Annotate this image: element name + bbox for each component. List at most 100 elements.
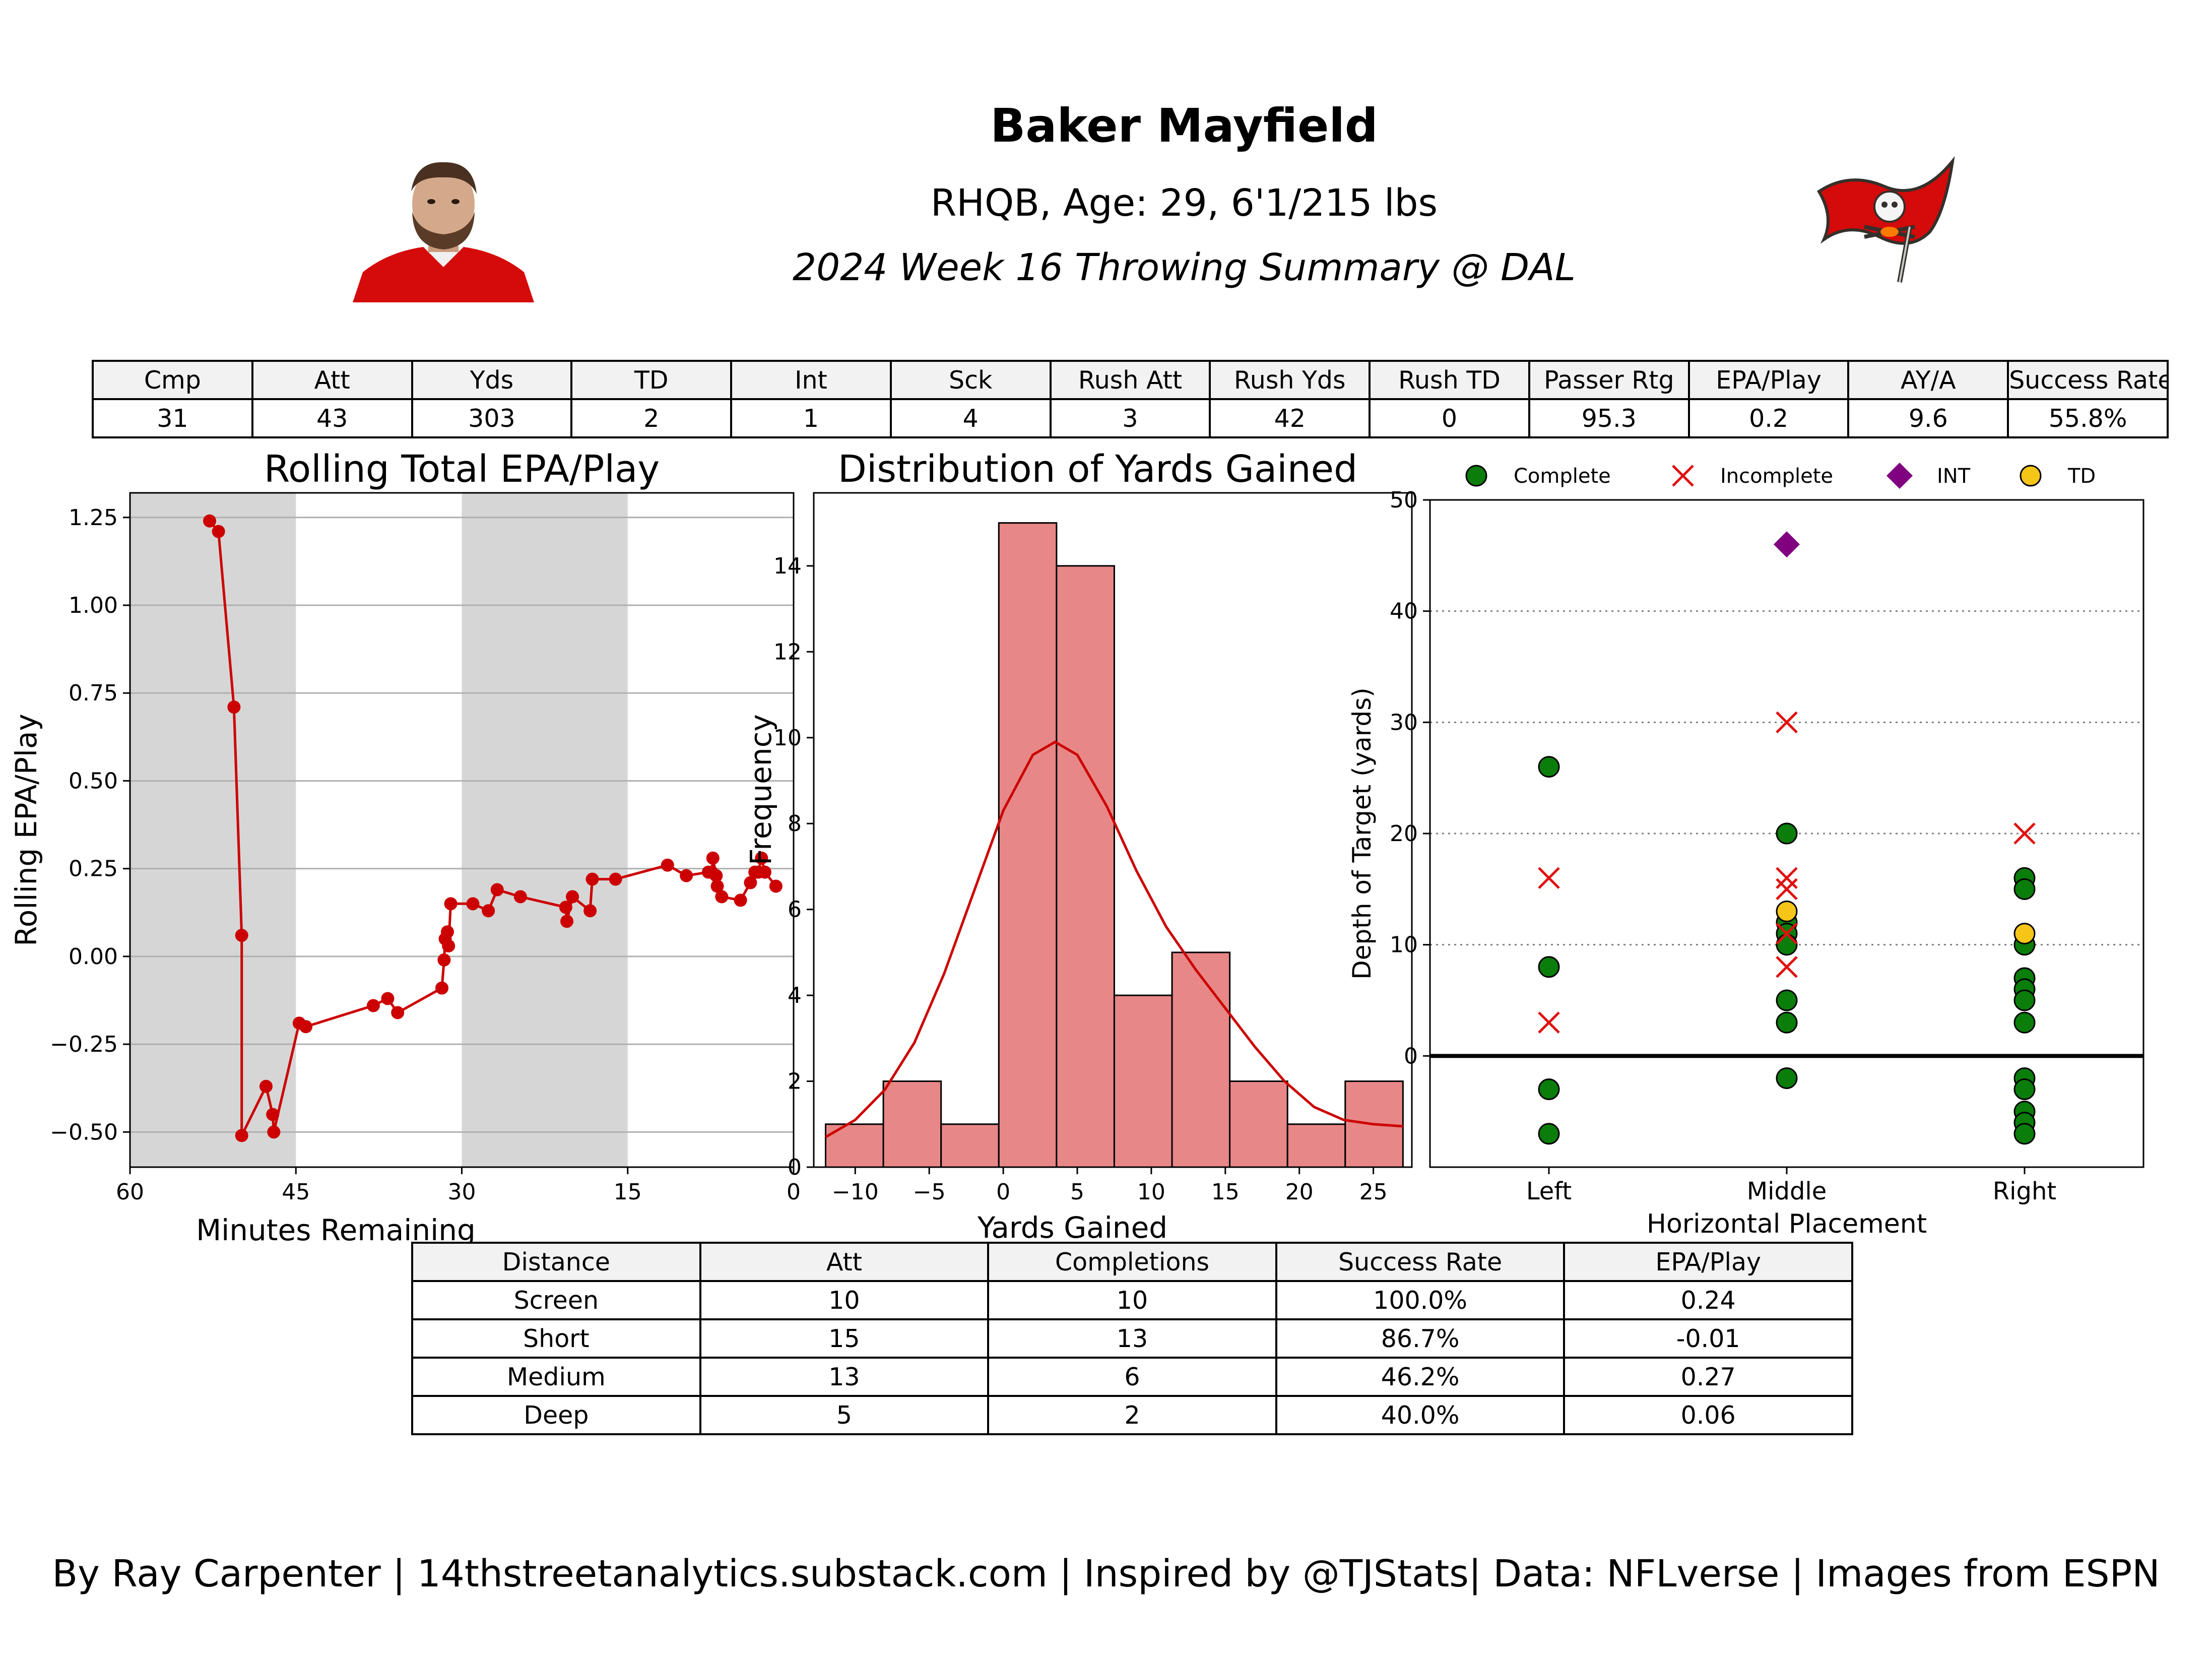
y-axis-label: Depth of Target (yards) [1347,687,1377,980]
player-headshot [353,162,534,302]
x-tick-label: Middle [1747,1177,1827,1205]
incomplete-point [1776,956,1798,978]
y-tick-label: 6 [788,897,802,923]
complete-point [1776,934,1798,956]
game-summary-title: 2024 Week 16 Throwing Summary @ DAL [793,246,1576,289]
summary-value-cell: 303 [411,398,573,438]
table-row: Short 15 13 86.7% -0.01 [411,1318,1853,1359]
y-tick-label: 0.00 [69,944,118,970]
epa-point [755,851,768,865]
y-tick-label: 10 [773,725,802,751]
team-logo [1816,156,1955,283]
summary-value-cell: 4 [889,398,1052,438]
summary-value-cell: 42 [1209,398,1371,438]
summary-value-cell: 2 [570,398,733,438]
y-tick-label: 14 [773,553,802,579]
y-tick-label: 0 [788,1155,802,1180]
incomplete-point [1776,711,1798,734]
incomplete-point [1672,465,1694,487]
summary-header-cell: TD [570,360,733,400]
complete-point [2013,1078,2036,1101]
td-point [2020,465,2042,487]
epa-point [715,890,729,904]
summary-header-cell: Att [251,360,413,400]
histogram-bar [1229,1080,1288,1168]
summary-stats-table: Cmp Att Yds TD Int Sck Rush Att Rush Yds Rush TD… [92,360,2169,438]
epa-point [769,879,783,893]
y-tick-label: 12 [773,639,802,665]
y-tick-label: 1.25 [69,505,118,531]
distance-header-cell: Distance [411,1242,701,1282]
histogram-bar [940,1123,1000,1168]
summary-value-cell: 9.6 [1847,398,2009,438]
epa-point [391,1006,405,1019]
incomplete-point [1776,878,1798,901]
summary-header-cell: Passer Rtg [1528,360,1690,400]
distance-value-cell: -0.01 [1563,1318,1853,1359]
epa-point [366,999,380,1012]
epa-point [437,953,451,967]
x-tick-label: −5 [913,1179,946,1205]
x-tick-label: 10 [1137,1179,1165,1205]
epa-point [227,700,241,714]
histogram-bar [1056,565,1115,1168]
epa-point [266,1108,280,1121]
histogram-bar [998,522,1058,1168]
credits-footer: By Ray Carpenter | 14thstreetanalytics.s… [52,1552,2160,1595]
x-tick-label: 30 [448,1179,476,1205]
legend-label: INT [1937,465,1971,488]
complete-point [1776,1011,1798,1034]
x-axis-label: Horizontal Placement [1647,1209,1927,1239]
distance-header-cell: EPA/Play [1563,1242,1853,1282]
epa-point [381,992,395,1005]
summary-header-cell: AY/A [1847,360,2009,400]
distance-value-cell: 0.24 [1563,1280,1853,1320]
x-tick-label: 5 [1070,1179,1084,1205]
complete-point [1776,1067,1798,1089]
table-row: Screen 10 10 100.0% 0.24 [411,1280,1853,1320]
x-tick-label: 15 [614,1179,642,1205]
quarter-shade [462,493,628,1167]
histogram-bar [1171,951,1231,1168]
legend-label: Incomplete [1720,465,1833,488]
epa-point [609,872,622,886]
summary-value-cell: 0 [1369,398,1530,438]
y-tick-label: 40 [1390,599,1418,624]
plot-frame [1429,499,2144,1168]
epa-point [566,890,579,904]
int-point [1886,463,1913,489]
epa-point [235,929,248,942]
epa-point [734,893,747,907]
summary-value-cell: 55.8% [2007,398,2169,438]
plot-frame [129,492,795,1168]
x-tick-label: 25 [1359,1179,1388,1205]
incomplete-point [1776,922,1798,945]
summary-value-cell: 43 [251,398,413,438]
epa-point [661,858,674,872]
y-tick-label: 30 [1390,710,1418,735]
distance-value-cell: 13 [987,1318,1277,1359]
complete-point [2013,1123,2036,1145]
y-tick-label: −0.25 [50,1032,118,1057]
x-tick-label: 15 [1211,1179,1240,1205]
table-row: Deep 5 2 40.0% 0.06 [411,1395,1853,1435]
distance-header-cell: Completions [987,1242,1277,1282]
epa-point [212,525,225,538]
distance-value-cell: 10 [699,1280,990,1320]
complete-point [1538,756,1560,778]
epa-point [560,915,574,928]
legend-label: TD [2067,465,2096,488]
epa-point [710,879,724,893]
distance-value-cell: 5 [699,1395,990,1435]
distance-value-cell: 46.2% [1275,1357,1566,1397]
y-tick-label: 20 [1390,821,1418,847]
distance-value-cell: Screen [411,1280,701,1320]
summary-value-cell: 3 [1049,398,1211,438]
epa-point [235,1129,248,1142]
table-row: Medium 13 6 46.2% 0.27 [411,1357,1853,1397]
td-point [1776,900,1798,922]
y-tick-label: 2 [788,1069,802,1095]
distance-value-cell: Deep [411,1395,701,1435]
complete-point [1465,465,1487,487]
